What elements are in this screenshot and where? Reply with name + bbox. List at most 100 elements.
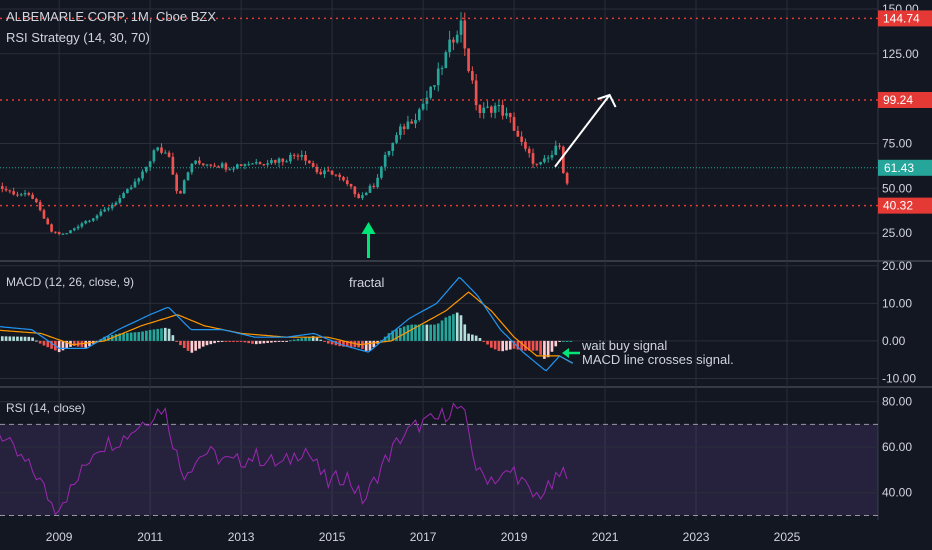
- strategy-label: RSI Strategy (14, 30, 70): [6, 30, 150, 45]
- price-tick-label: 50.00: [882, 181, 912, 195]
- macd-histogram-bar: [235, 340, 239, 342]
- x-tick-label: 2011: [137, 530, 163, 544]
- candle-body: [285, 161, 288, 163]
- candle-body: [31, 194, 34, 199]
- projection-arrow-shaft: [554, 94, 611, 168]
- macd-label: MACD (12, 26, close, 9): [6, 275, 135, 289]
- macd-histogram-bar: [243, 340, 247, 343]
- candle-body: [107, 208, 110, 210]
- candle-body: [546, 157, 550, 159]
- macd-histogram-bar: [345, 340, 349, 347]
- macd-histogram-bar: [186, 340, 190, 351]
- candle-body: [239, 164, 243, 166]
- candle-body: [84, 220, 88, 224]
- candle-body: [520, 136, 523, 142]
- candle-body: [254, 162, 258, 164]
- candle-body: [527, 148, 531, 154]
- candle-body: [452, 39, 455, 43]
- macd-histogram-bar: [251, 340, 254, 344]
- candle-body: [539, 162, 542, 165]
- rsi-label: RSI (14, close): [6, 401, 86, 415]
- macd-histogram-bar: [122, 333, 125, 341]
- macd-histogram-bar: [228, 340, 232, 342]
- macd-histogram-bar: [497, 340, 501, 352]
- candle-body: [482, 107, 486, 114]
- candle-body: [270, 160, 273, 164]
- candle-body: [467, 48, 470, 72]
- macd-histogram-bar: [4, 336, 8, 341]
- candle-body: [474, 80, 478, 106]
- macd-histogram-bar: [311, 336, 315, 341]
- candle-body: [205, 164, 209, 166]
- macd-histogram-bar: [539, 340, 542, 355]
- macd-line: [0, 276, 574, 372]
- macd-histogram-bar: [239, 340, 243, 342]
- macd-histogram-bar: [277, 340, 281, 342]
- macd-histogram-bar: [137, 332, 141, 341]
- candle-body: [429, 86, 432, 98]
- macd-histogram-bar: [304, 337, 307, 341]
- macd-histogram-bar: [296, 338, 300, 341]
- macd-histogram-bar: [46, 340, 50, 348]
- current-price-tag: [878, 159, 932, 176]
- candle-body: [489, 106, 493, 113]
- macd-histogram-bar: [213, 340, 216, 344]
- candle-body: [410, 121, 414, 124]
- candle-body: [251, 163, 254, 165]
- macd-histogram-bar: [88, 340, 91, 347]
- candle-body: [417, 109, 421, 120]
- macd-histogram-bar: [126, 332, 129, 341]
- macd-histogram-bar: [217, 340, 220, 343]
- macd-histogram-bar: [342, 340, 345, 347]
- candle-body: [95, 215, 99, 219]
- macd-histogram-bar: [467, 333, 470, 341]
- candle-body: [152, 150, 156, 162]
- macd-histogram-bar: [414, 324, 417, 341]
- candle-body: [368, 185, 372, 193]
- macd-histogram-bar: [417, 324, 421, 341]
- macd-histogram-bar: [254, 340, 258, 345]
- candle-body: [486, 106, 489, 108]
- macd-histogram-bar: [387, 333, 391, 341]
- macd-histogram-bar: [152, 329, 156, 341]
- macd-histogram-bar: [323, 340, 326, 342]
- candle-body: [383, 154, 387, 167]
- candle-body: [141, 171, 144, 179]
- macd-histogram-bar: [38, 340, 42, 344]
- candle-body: [493, 105, 497, 113]
- candle-body: [543, 158, 546, 163]
- x-tick-label: 2025: [774, 530, 801, 544]
- candle-body: [349, 183, 353, 187]
- candle-body: [311, 163, 315, 167]
- candle-body: [0, 186, 4, 189]
- candle-body: [471, 71, 474, 81]
- macd-tick-label: 10.00: [882, 296, 912, 310]
- x-tick-label: 2013: [228, 530, 255, 544]
- macd-histogram-bar: [61, 340, 65, 351]
- candle-body: [16, 194, 19, 196]
- macd-histogram-bar: [395, 329, 398, 341]
- macd-histogram-bar: [436, 323, 440, 341]
- macd-histogram-bar: [452, 314, 455, 341]
- macd-histogram-bar: [198, 340, 201, 349]
- candle-body: [76, 226, 80, 229]
- candle-body: [194, 160, 197, 164]
- macd-histogram-bar: [171, 335, 175, 341]
- macd-histogram-bar: [65, 340, 69, 349]
- macd-histogram-bar: [201, 340, 205, 347]
- level-price-label: 144.74: [883, 11, 920, 25]
- candle-body: [414, 119, 417, 124]
- macd-histogram-bar: [292, 339, 296, 341]
- candle-body: [129, 187, 133, 190]
- candle-body: [406, 121, 410, 129]
- macd-histogram-bar: [380, 340, 383, 342]
- level-price-tag: [878, 10, 932, 27]
- macd-histogram-bar: [145, 330, 148, 341]
- candle-body: [478, 105, 482, 114]
- macd-histogram-bar: [194, 340, 197, 351]
- candle-body: [273, 160, 277, 163]
- macd-histogram-bar: [493, 340, 497, 350]
- candle-body: [550, 154, 554, 158]
- rsi-tick-label: 60.00: [882, 440, 912, 454]
